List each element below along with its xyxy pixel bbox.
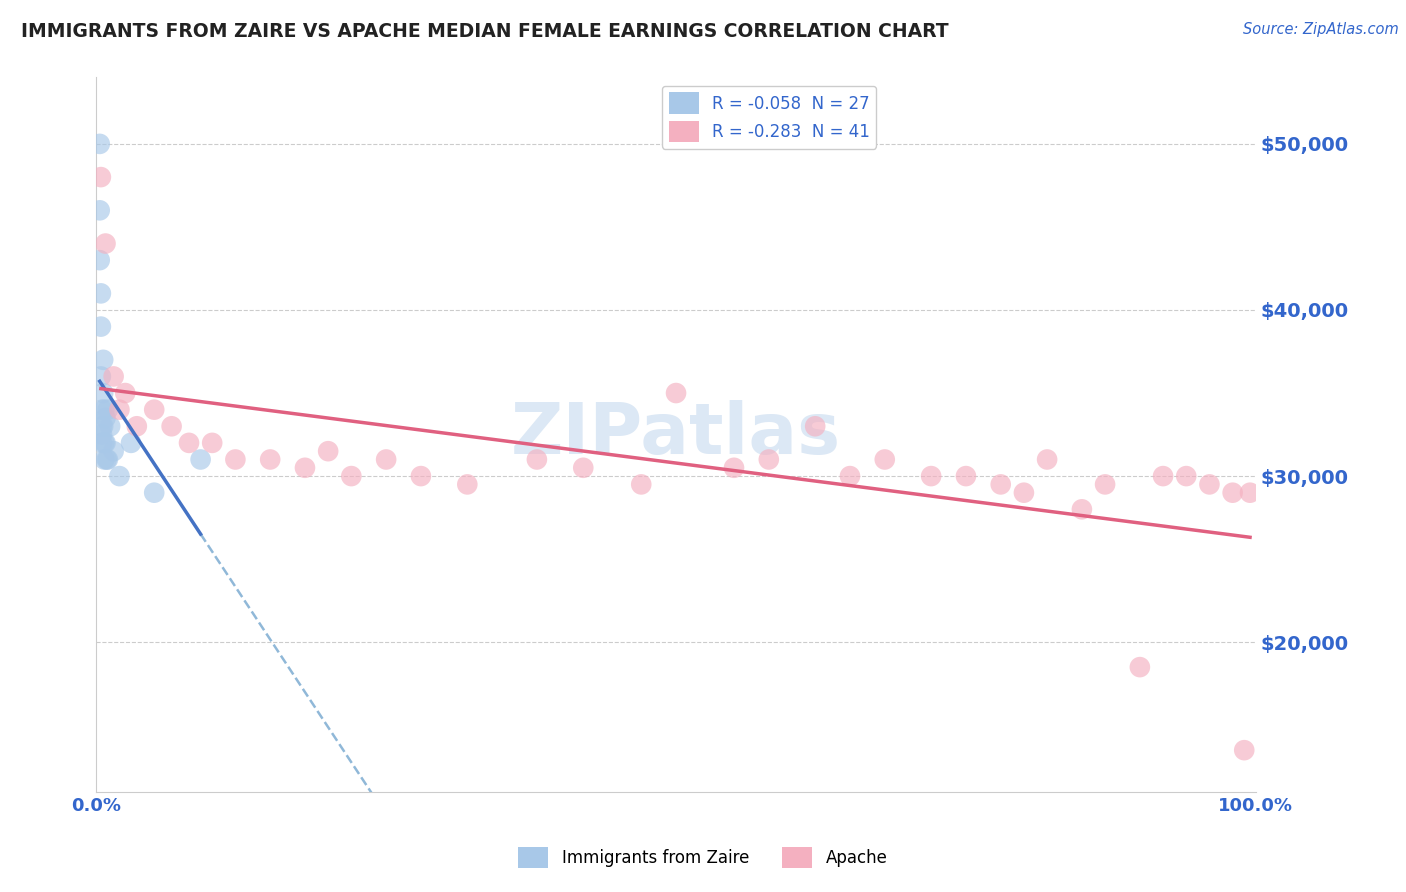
Point — [108, 402, 131, 417]
Point — [340, 469, 363, 483]
Point — [90, 286, 112, 301]
Point — [1239, 485, 1261, 500]
Point — [90, 369, 112, 384]
Point — [1036, 452, 1059, 467]
Point — [91, 427, 114, 442]
Point — [93, 435, 115, 450]
Text: IMMIGRANTS FROM ZAIRE VS APACHE MEDIAN FEMALE EARNINGS CORRELATION CHART: IMMIGRANTS FROM ZAIRE VS APACHE MEDIAN F… — [21, 22, 949, 41]
Point — [93, 402, 115, 417]
Point — [91, 435, 114, 450]
Point — [259, 452, 281, 467]
Point — [98, 419, 121, 434]
Point — [316, 444, 339, 458]
Point — [375, 452, 398, 467]
Point — [990, 477, 1012, 491]
Text: Source: ZipAtlas.com: Source: ZipAtlas.com — [1243, 22, 1399, 37]
Point — [920, 469, 942, 483]
Point — [526, 452, 548, 467]
Point — [94, 435, 117, 450]
Point — [91, 419, 114, 434]
Point — [456, 477, 478, 491]
Point — [91, 419, 114, 434]
Point — [190, 452, 212, 467]
Point — [91, 352, 114, 367]
Point — [160, 419, 183, 434]
Point — [177, 435, 200, 450]
Point — [89, 253, 111, 268]
Point — [1222, 485, 1244, 500]
Legend: Immigrants from Zaire, Apache: Immigrants from Zaire, Apache — [512, 840, 894, 875]
Point — [143, 402, 166, 417]
Point — [94, 411, 117, 425]
Point — [96, 452, 118, 467]
Point — [1129, 660, 1152, 674]
Point — [114, 386, 136, 401]
Point — [723, 460, 745, 475]
Point — [90, 319, 112, 334]
Point — [1198, 477, 1220, 491]
Point — [1012, 485, 1035, 500]
Point — [955, 469, 977, 483]
Point — [201, 435, 224, 450]
Point — [1152, 469, 1174, 483]
Point — [91, 402, 114, 417]
Point — [97, 452, 120, 467]
Point — [120, 435, 142, 450]
Point — [90, 170, 112, 185]
Legend: R = -0.058  N = 27, R = -0.283  N = 41: R = -0.058 N = 27, R = -0.283 N = 41 — [662, 86, 876, 149]
Point — [1175, 469, 1198, 483]
Point — [94, 236, 117, 251]
Point — [89, 203, 111, 218]
Point — [103, 444, 125, 458]
Point — [103, 369, 125, 384]
Point — [125, 419, 148, 434]
Point — [758, 452, 780, 467]
Point — [409, 469, 432, 483]
Point — [143, 485, 166, 500]
Point — [572, 460, 595, 475]
Point — [839, 469, 862, 483]
Point — [97, 402, 120, 417]
Point — [224, 452, 246, 467]
Point — [1233, 743, 1256, 757]
Point — [665, 386, 688, 401]
Point — [89, 136, 111, 151]
Point — [93, 452, 115, 467]
Point — [1094, 477, 1116, 491]
Point — [294, 460, 316, 475]
Point — [108, 469, 131, 483]
Text: ZIPatlas: ZIPatlas — [510, 401, 841, 469]
Point — [873, 452, 896, 467]
Point — [630, 477, 652, 491]
Point — [91, 386, 114, 401]
Point — [1070, 502, 1092, 516]
Point — [804, 419, 827, 434]
